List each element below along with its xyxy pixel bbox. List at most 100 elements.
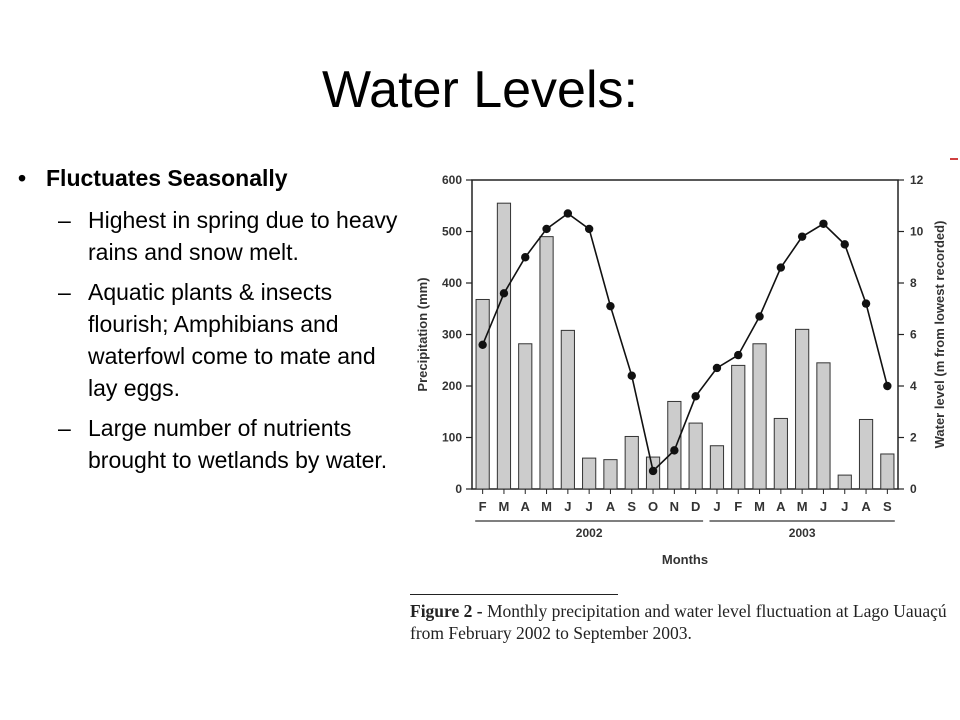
x-tick-label: M — [797, 499, 808, 514]
x-tick-label: M — [499, 499, 510, 514]
water-level-point — [542, 224, 551, 234]
caption-text: Monthly precipitation and water level fl… — [410, 601, 947, 643]
precip-bar — [518, 343, 533, 490]
water-level-point — [819, 219, 828, 228]
water-level-point — [499, 289, 509, 298]
y-tick-label-left: 400 — [442, 276, 462, 290]
x-tick-label: F — [734, 499, 742, 514]
precip-bar — [539, 236, 554, 490]
precip-bar — [496, 202, 512, 490]
water-level-point — [584, 224, 594, 234]
precip-bar — [731, 364, 746, 490]
x-tick-label: M — [541, 499, 552, 514]
sub-bullet-text: Aquatic plants & insects flourish; Amphi… — [88, 279, 376, 401]
water-level-point — [691, 392, 700, 401]
x-tick-label: F — [479, 499, 487, 514]
x-tick-label: D — [691, 499, 700, 514]
water-level-point — [670, 446, 679, 455]
water-level-point — [797, 232, 807, 241]
precip-bar — [773, 417, 788, 490]
water-level-point — [861, 299, 871, 308]
y-tick-label-left: 100 — [442, 431, 462, 445]
precip-bar — [667, 400, 682, 490]
sub-bullet-dash: – — [58, 279, 71, 305]
precip-bar — [688, 422, 703, 490]
x-tick-label: A — [861, 499, 871, 514]
y-tick-label-right: 4 — [910, 379, 917, 393]
sub-bullet: – Highest in spring due to heavy rains a… — [18, 204, 398, 268]
y-tick-label-right: 8 — [910, 276, 917, 290]
corner-mark — [950, 158, 958, 160]
x-tick-label: O — [648, 499, 658, 514]
y-tick-label-left: 0 — [455, 482, 462, 496]
x-tick-label: A — [521, 499, 531, 514]
x-tick-label: J — [586, 499, 593, 514]
caption-label: Figure 2 - — [410, 601, 483, 621]
water-level-point — [627, 371, 636, 380]
sub-bullet: – Aquatic plants & insects flourish; Amp… — [18, 276, 398, 404]
y-tick-label-left: 500 — [442, 225, 462, 239]
water-level-point — [755, 312, 764, 321]
precip-bar — [752, 343, 767, 490]
x-tick-label: J — [841, 499, 848, 514]
precip-bar — [582, 457, 597, 490]
sub-bullet-text: Large number of nutrients brought to wet… — [88, 415, 388, 473]
x-tick-label: S — [627, 499, 636, 514]
water-level-point — [478, 340, 487, 349]
figure-caption: Figure 2 - Monthly precipitation and wat… — [410, 600, 958, 644]
water-level-point — [883, 381, 892, 391]
y-tick-label-left: 200 — [442, 379, 462, 393]
sub-bullet-text: Highest in spring due to heavy rains and… — [88, 207, 398, 265]
precip-bar — [475, 298, 490, 490]
precip-bar — [816, 362, 831, 490]
x-tick-label: J — [820, 499, 827, 514]
sub-bullet: – Large number of nutrients brought to w… — [18, 412, 398, 476]
precip-bar — [560, 329, 575, 490]
water-level-point — [563, 209, 573, 218]
y-tick-label-right: 12 — [910, 173, 924, 187]
slide-title: Water Levels: — [322, 61, 638, 119]
water-level-point — [776, 263, 786, 272]
water-level-point — [840, 240, 849, 249]
y-tick-label-left: 600 — [442, 173, 462, 187]
y-tick-label-right: 10 — [910, 225, 924, 239]
precip-bar — [709, 445, 725, 490]
x-axis-title: Months — [662, 552, 708, 567]
year-label: 2002 — [576, 526, 603, 540]
water-level-point — [648, 466, 658, 476]
main-bullet: • Fluctuates Seasonally — [18, 160, 398, 196]
precip-bar — [624, 435, 639, 490]
y-tick-label-right: 6 — [910, 328, 917, 342]
y-tick-label-left: 300 — [442, 328, 462, 342]
bullet-dot: • — [18, 165, 27, 191]
main-bullet-text: Fluctuates Seasonally — [46, 165, 288, 191]
sub-bullet-dash: – — [58, 207, 71, 233]
x-tick-label: A — [606, 499, 616, 514]
y-axis-title-left: Precipitation (mm) — [415, 277, 430, 391]
precip-bar — [795, 328, 810, 490]
precip-bar — [837, 474, 852, 490]
sub-bullet-dash: – — [58, 415, 71, 441]
water-level-point — [734, 350, 743, 360]
plot-frame — [471, 179, 899, 490]
x-tick-label: N — [670, 499, 679, 514]
x-tick-label: J — [564, 499, 571, 514]
water-level-point — [712, 363, 722, 373]
y-tick-label-right: 2 — [910, 431, 917, 445]
precip-bar — [858, 418, 874, 490]
y-tick-label-right: 0 — [910, 482, 917, 496]
x-tick-label: A — [776, 499, 786, 514]
x-tick-label: J — [713, 499, 720, 514]
precip-bar — [880, 453, 895, 490]
precip-bar — [603, 459, 618, 490]
precipitation-water-level-chart: 0 100 200 300 400 500 600 0 2 4 6 8 10 12 F M A M J J A S O N D J… — [400, 150, 960, 570]
caption-divider — [410, 594, 618, 595]
water-level-point — [606, 301, 615, 311]
bullet-list: • Fluctuates Seasonally – Highest in spr… — [18, 160, 398, 476]
water-level-point — [521, 253, 530, 262]
year-label: 2003 — [789, 526, 816, 540]
x-tick-label: M — [754, 499, 765, 514]
y-axis-title-right: Water level (m from lowest recorded) — [932, 221, 947, 449]
x-tick-label: S — [883, 499, 892, 514]
